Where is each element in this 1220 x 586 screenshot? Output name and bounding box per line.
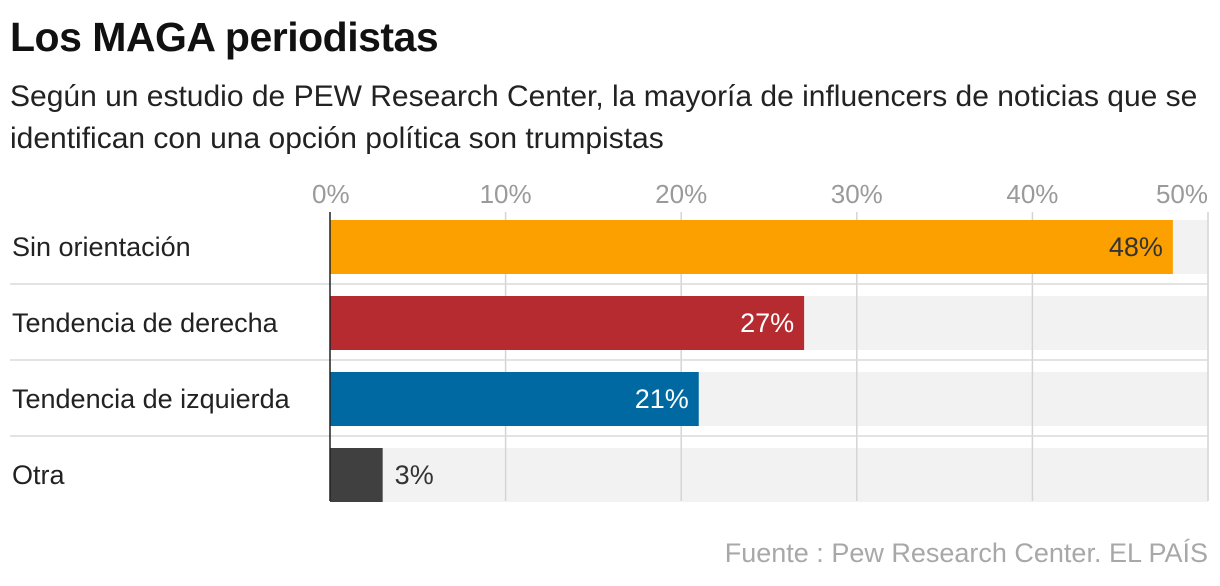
bar (330, 220, 1173, 274)
category-label: Otra (12, 460, 65, 490)
data-label: 21% (635, 384, 689, 414)
source-credit: Fuente : Pew Research Center. EL PAÍS (724, 538, 1208, 568)
chart-title: Los MAGA periodistas (10, 14, 439, 60)
category-label: Sin orientación (12, 232, 191, 262)
x-tick-label: 40% (1006, 179, 1058, 209)
data-label: 48% (1109, 232, 1163, 262)
x-tick-label: 0% (312, 179, 350, 209)
data-label: 3% (395, 460, 434, 490)
x-tick-label: 20% (655, 179, 707, 209)
bar (330, 372, 699, 426)
chart-subtitle: Según un estudio de PEW Research Center,… (10, 80, 1198, 155)
data-label: 27% (740, 308, 794, 338)
category-label: Tendencia de derecha (12, 308, 279, 338)
x-tick-label: 50% (1156, 179, 1208, 209)
bar (330, 448, 383, 502)
x-tick-label: 30% (831, 179, 883, 209)
bar-track (330, 448, 1208, 502)
bar (330, 296, 805, 350)
category-label: Tendencia de izquierda (12, 384, 291, 414)
x-tick-label: 10% (480, 179, 532, 209)
